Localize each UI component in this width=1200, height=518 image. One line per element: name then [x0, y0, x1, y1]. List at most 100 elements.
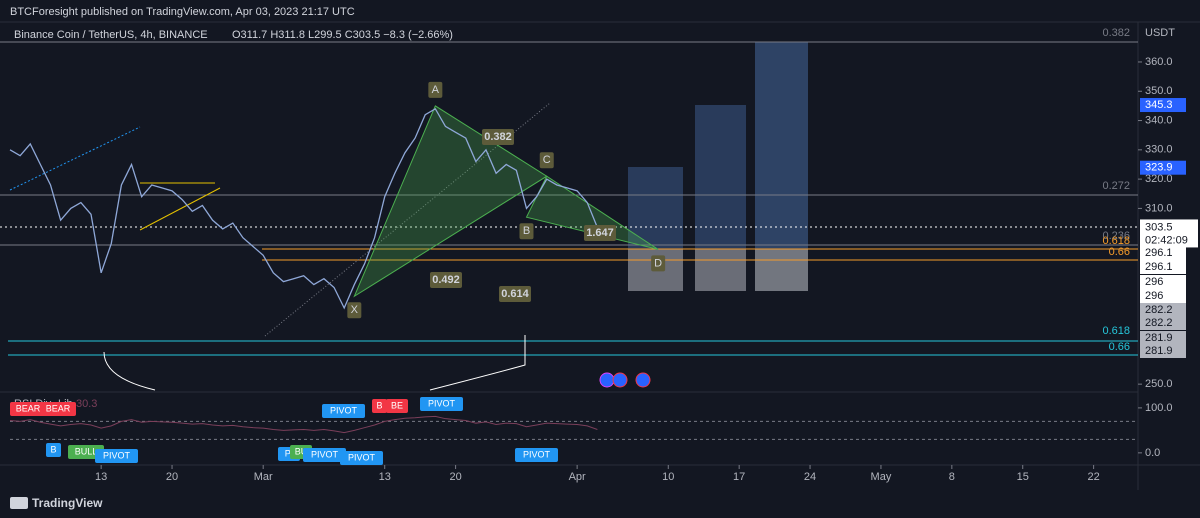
curve — [429, 335, 526, 391]
x-tick-label: 8 — [949, 471, 955, 483]
signal-bg — [10, 402, 46, 416]
price-badge — [1140, 260, 1186, 274]
price-badge — [1140, 316, 1186, 330]
signal-label: PIVOT — [428, 398, 456, 408]
signal-label: PIVOT — [311, 449, 339, 459]
currency: USDT — [1145, 27, 1175, 39]
ratio-bg — [430, 272, 462, 288]
logo — [10, 497, 28, 509]
y-tick-label: 340.0 — [1145, 114, 1173, 126]
point-label: A — [432, 84, 440, 96]
x-tick-label: May — [871, 471, 892, 483]
last-price-badge — [1140, 219, 1198, 248]
x-tick-label: 17 — [733, 471, 745, 483]
signal-bg — [46, 443, 61, 457]
event-icons — [599, 372, 651, 388]
ratio-bg — [482, 129, 514, 145]
brand: TradingView — [32, 496, 103, 510]
signal-bg — [386, 399, 408, 413]
signal-label: BEAR — [46, 403, 71, 413]
point-label-bg — [428, 81, 443, 98]
point-label-bg — [519, 223, 534, 240]
fib-label: 0.618 — [1102, 325, 1130, 337]
signal-bg — [515, 448, 558, 462]
y-tick-label: 310.0 — [1145, 202, 1173, 214]
x-tick-label: 10 — [662, 471, 674, 483]
curve — [103, 351, 156, 391]
signal-label: BU — [295, 446, 308, 456]
countdown: 02:42:09 — [1145, 234, 1188, 246]
x-tick-label: 20 — [449, 471, 461, 483]
footer: TradingView — [10, 496, 103, 510]
fib-label: 0.236 — [1102, 230, 1130, 242]
price-badge — [1140, 275, 1186, 289]
signal-label: PI — [285, 448, 294, 458]
y-tick-label: 330.0 — [1145, 144, 1173, 156]
stop-box — [695, 249, 746, 291]
price-badge-label: 282.2 — [1145, 304, 1173, 316]
point-label: X — [351, 304, 359, 316]
price-badge-label: 323.9 — [1145, 162, 1173, 174]
stop-box — [755, 249, 808, 291]
ratio-label: 1.647 — [586, 227, 614, 239]
price-badge-label: 282.2 — [1145, 317, 1173, 329]
point-label: D — [654, 257, 662, 269]
event-icon — [612, 372, 628, 388]
ratio-label: 0.492 — [432, 274, 460, 286]
signal-label: PIVOT — [103, 450, 131, 460]
rsi-tick-label: 100.0 — [1145, 402, 1173, 414]
top-bar — [0, 0, 1200, 22]
point-label: B — [523, 225, 530, 237]
price-badge-label: 296.1 — [1145, 261, 1173, 273]
y-tick-label: 350.0 — [1145, 85, 1173, 97]
trend-line — [9, 126, 141, 191]
target-box — [755, 42, 808, 249]
price-badge — [1140, 160, 1186, 175]
last-price: 303.5 — [1145, 221, 1173, 233]
x-tick-label: 24 — [804, 471, 816, 483]
price-badge — [1140, 331, 1186, 345]
signal-bg — [372, 399, 387, 413]
signal-label: PIVOT — [330, 405, 358, 415]
event-icon — [599, 372, 615, 388]
y-tick-label: 320.0 — [1145, 173, 1173, 185]
price-badge-label: 296.1 — [1145, 247, 1173, 259]
signal-label: BEAR — [16, 403, 41, 413]
symbol-title: Binance Coin / TetherUS, 4h, BINANCE — [14, 29, 208, 41]
fib-label: 0.272 — [1102, 180, 1130, 192]
price-badge-label: 345.3 — [1145, 99, 1173, 111]
fib-label: 0.382 — [1102, 27, 1130, 39]
price-badge-label: 296 — [1145, 276, 1163, 288]
x-tick-label: 13 — [379, 471, 391, 483]
x-tick-label: 22 — [1087, 471, 1099, 483]
point-label-bg — [651, 255, 666, 272]
signal-bg — [322, 404, 365, 418]
price-line — [9, 107, 598, 310]
target-box — [695, 105, 746, 249]
signal-label: PIVOT — [348, 452, 376, 462]
ratio-label: 0.382 — [484, 131, 512, 143]
point-label-bg — [347, 302, 362, 319]
signal-label: B — [376, 400, 382, 410]
price-badge-label: 281.9 — [1145, 345, 1173, 357]
ohlc: O311.7 H311.8 L299.5 C303.5 −8.3 (−2.66%… — [232, 29, 453, 41]
point-label: C — [543, 154, 551, 166]
signal-bg — [303, 448, 346, 462]
price-badge — [1140, 303, 1186, 317]
fib-label: 0.618 — [1102, 235, 1130, 247]
signal-label: PIVOT — [523, 449, 551, 459]
trend-line — [139, 187, 221, 231]
x-tick-label: 20 — [166, 471, 178, 483]
price-badge — [1140, 246, 1186, 260]
y-tick-label: 250.0 — [1145, 378, 1173, 390]
x-tick-label: 13 — [95, 471, 107, 483]
point-label-bg — [539, 152, 554, 169]
fib-label: 0.66 — [1109, 246, 1130, 258]
ratio-bg — [499, 286, 531, 302]
publish-info: BTCForesight published on TradingView.co… — [10, 6, 355, 18]
price-badge — [1140, 344, 1186, 358]
rsi-tick-label: 0.0 — [1145, 447, 1160, 459]
price-badge-label: 296 — [1145, 290, 1163, 302]
rsi-last: 30.3 — [76, 398, 97, 410]
